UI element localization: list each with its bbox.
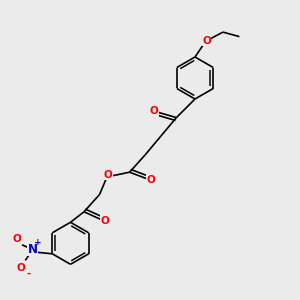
Text: O: O — [103, 169, 112, 180]
Text: O: O — [147, 175, 156, 185]
Text: O: O — [100, 215, 109, 226]
Text: O: O — [12, 234, 21, 244]
Text: O: O — [202, 35, 211, 46]
Text: -: - — [27, 268, 31, 278]
Text: O: O — [16, 263, 25, 273]
Text: O: O — [150, 106, 159, 116]
Text: N: N — [28, 243, 38, 256]
Text: +: + — [34, 238, 42, 247]
